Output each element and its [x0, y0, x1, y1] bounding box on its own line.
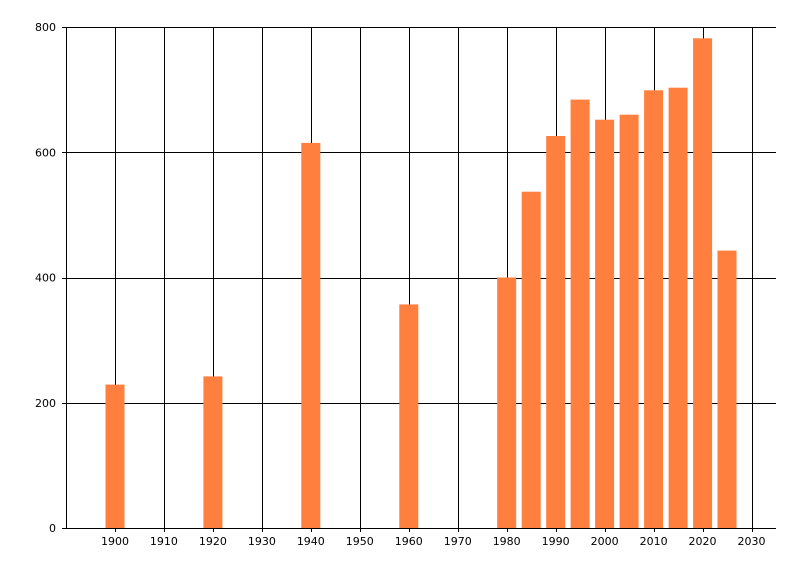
x-tick-label-2010: 2010	[640, 535, 668, 548]
bar-1940	[301, 142, 321, 528]
bar-2025	[717, 250, 737, 528]
y-tick-label-600: 600	[35, 146, 56, 159]
bar-1985	[521, 191, 541, 528]
x-tick-label-2030: 2030	[738, 535, 766, 548]
x-tick-label-1960: 1960	[395, 535, 423, 548]
y-tick-label-800: 800	[35, 21, 56, 34]
bar-1990	[546, 136, 566, 528]
y-tick-labels: 0 200 400 600 800	[35, 21, 56, 535]
x-tick-label-1940: 1940	[297, 535, 325, 548]
bar-2020	[693, 38, 713, 529]
bar-1980	[497, 277, 517, 528]
x-tick-label-1990: 1990	[542, 535, 570, 548]
bar-1960	[399, 304, 419, 528]
bar-1920	[203, 376, 223, 528]
y-tick-label-200: 200	[35, 397, 56, 410]
bar-2015	[668, 87, 688, 528]
x-tick-label-1950: 1950	[346, 535, 374, 548]
x-tick-label-1920: 1920	[199, 535, 227, 548]
x-tick-label-1910: 1910	[150, 535, 178, 548]
x-tick-label-1980: 1980	[493, 535, 521, 548]
x-tick-labels: 1900 1910 1920 1930 1940 1950 1960 1970 1980 1990…	[101, 535, 766, 548]
bar-2010	[644, 90, 664, 529]
bar-2000	[595, 119, 615, 528]
x-tick-label-1970: 1970	[444, 535, 472, 548]
bar-2005	[619, 114, 639, 528]
y-tick-label-400: 400	[35, 272, 56, 285]
axes	[66, 27, 776, 529]
bars	[105, 38, 737, 529]
x-tick-label-2020: 2020	[689, 535, 717, 548]
y-tick-label-0: 0	[49, 522, 56, 535]
bar-1900	[105, 384, 125, 528]
bar-1995	[570, 99, 590, 528]
x-tick-label-2000: 2000	[591, 535, 619, 548]
x-tick-label-1900: 1900	[101, 535, 129, 548]
x-tick-label-1930: 1930	[248, 535, 276, 548]
